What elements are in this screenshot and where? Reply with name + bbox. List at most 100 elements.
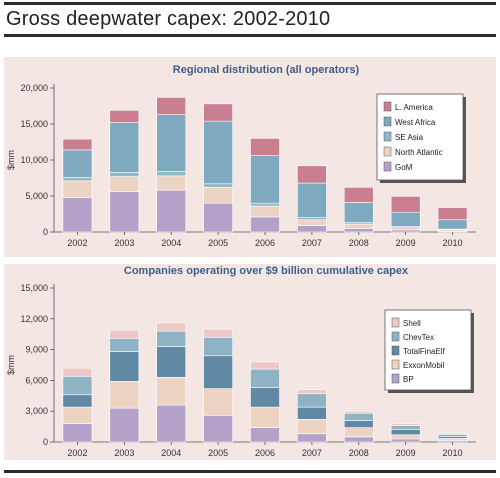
y-tick-label: 6,000 [25, 375, 48, 385]
x-tick-label: 2002 [67, 448, 87, 458]
bar-segment-bp-2009 [390, 438, 421, 443]
bar-segment-l-america-2007 [297, 165, 327, 184]
x-tick-label: 2008 [349, 448, 369, 458]
bar-segment-bp-2002 [62, 423, 93, 443]
legend-box [384, 309, 472, 391]
regional-chart: Regional distribution (all operators) $mm… [4, 57, 496, 257]
bottom-rule [4, 470, 496, 473]
y-tick-label: 0 [43, 437, 48, 447]
y-tick-label: 3,000 [25, 406, 48, 416]
bar-segment-west-africa-2004 [156, 114, 187, 172]
y-tick-label: 15,000 [20, 283, 48, 293]
bar-segment-exxonmobil-2005 [203, 388, 233, 416]
bar-segment-chevtex-2002 [62, 375, 93, 396]
bar-segment-north-atlantic-2008 [343, 223, 374, 229]
bar-segment-totalfinaelf-2009 [390, 429, 421, 436]
bar-segment-se-asia-2006 [250, 202, 280, 207]
x-tick-label: 2007 [302, 238, 322, 248]
bar-segment-north-atlantic-2007 [297, 219, 327, 226]
bar-segment-gom-2006 [250, 216, 280, 233]
regional-chart-panel: Regional distribution (all operators) $mm… [4, 57, 496, 257]
legend-label-north-atlantic: North Atlantic [395, 148, 443, 157]
legend-swatch-se-asia [383, 131, 392, 142]
legend-label-west-africa: West Africa [395, 118, 436, 127]
x-tick-label: 2004 [161, 238, 181, 248]
y-tick-label: 0 [43, 227, 48, 237]
legend-label-bp: BP [403, 375, 414, 384]
bar-segment-totalfinaelf-2004 [156, 346, 187, 378]
bar-segment-exxonmobil-2009 [390, 434, 421, 440]
bar-segment-bp-2006 [250, 427, 280, 443]
bar-segment-se-asia-2007 [297, 217, 327, 221]
legend-label-exxonmobil: ExxonMobil [403, 361, 445, 370]
x-tick-label: 2006 [255, 448, 275, 458]
legend-swatch-north-atlantic [383, 146, 392, 157]
bar-segment-west-africa-2003 [109, 122, 140, 173]
x-tick-label: 2009 [396, 238, 416, 248]
bar-segment-west-africa-2002 [62, 149, 93, 178]
bar-segment-totalfinaelf-2005 [203, 355, 233, 389]
bar-segment-totalfinaelf-2006 [250, 387, 280, 408]
bar-segment-west-africa-2009 [390, 211, 421, 227]
legend-swatch-exxonmobil [391, 359, 400, 370]
y-tick-label: 5,000 [25, 191, 48, 201]
bar-segment-totalfinaelf-2010 [437, 436, 468, 439]
bar-segment-l-america-2010 [437, 207, 468, 221]
bar-segment-totalfinaelf-2002 [62, 394, 93, 408]
bar-segment-bp-2004 [156, 404, 187, 443]
x-tick-label: 2005 [208, 448, 228, 458]
bar-segment-north-atlantic-2005 [203, 187, 233, 204]
x-tick-label: 2006 [255, 238, 275, 248]
bar-segment-se-asia-2005 [203, 183, 233, 188]
y-axis-label: $mm [6, 355, 16, 375]
bar-segment-exxonmobil-2008 [343, 427, 374, 438]
y-tick-label: 10,000 [20, 155, 48, 165]
bar-segment-gom-2003 [109, 191, 140, 233]
legend-label-totalfinaelf: TotalFinaElf [403, 347, 446, 356]
chart-title: Regional distribution (all operators) [173, 64, 360, 76]
x-tick-label: 2007 [302, 448, 322, 458]
bar-segment-l-america-2004 [156, 97, 187, 115]
bar-segment-gom-2009 [390, 229, 421, 233]
bar-segment-chevtex-2010 [437, 434, 468, 437]
bar-segment-se-asia-2004 [156, 171, 187, 177]
y-tick-label: 12,000 [20, 314, 48, 324]
x-tick-label: 2010 [443, 448, 463, 458]
bar-segment-west-africa-2006 [250, 155, 280, 204]
bar-segment-totalfinaelf-2007 [297, 406, 327, 420]
bar-segment-chevtex-2004 [156, 330, 187, 347]
companies-chart-panel: Companies operating over $9 billion cumu… [4, 264, 496, 460]
bar-segment-chevtex-2007 [297, 393, 327, 408]
bar-segment-shell-2007 [297, 389, 327, 395]
companies-chart: Companies operating over $9 billion cumu… [4, 264, 496, 460]
legend-swatch-west-africa [383, 116, 392, 127]
title-rule [4, 34, 496, 37]
bar-segment-se-asia-2002 [62, 176, 93, 182]
bar-segment-se-asia-2003 [109, 171, 140, 177]
bar-segment-shell-2008 [343, 410, 374, 414]
bar-segment-west-africa-2007 [297, 182, 327, 218]
bar-segment-bp-2005 [203, 415, 233, 443]
bar-segment-bp-2008 [343, 436, 374, 443]
legend-swatch-chevtex [391, 331, 400, 342]
x-tick-label: 2008 [349, 238, 369, 248]
bar-segment-l-america-2002 [62, 138, 93, 151]
bar-segment-bp-2003 [109, 407, 140, 443]
legend-swatch-totalfinaelf [391, 345, 400, 356]
x-tick-label: 2010 [443, 238, 463, 248]
bar-segment-shell-2010 [437, 432, 468, 435]
y-axis-label: $mm [6, 150, 16, 170]
bar-segment-totalfinaelf-2003 [109, 351, 140, 382]
bar-segment-north-atlantic-2006 [250, 205, 280, 218]
bar-segment-l-america-2009 [390, 196, 421, 213]
bar-segment-north-atlantic-2002 [62, 180, 93, 198]
bar-segment-exxonmobil-2007 [297, 419, 327, 435]
bar-segment-shell-2002 [62, 367, 93, 377]
bar-segment-exxonmobil-2003 [109, 381, 140, 409]
bar-segment-shell-2009 [390, 423, 421, 426]
x-tick-label: 2005 [208, 238, 228, 248]
bar-segment-gom-2007 [297, 225, 327, 233]
y-tick-label: 15,000 [20, 119, 48, 129]
y-tick-label: 20,000 [20, 83, 48, 93]
bar-segment-west-africa-2010 [437, 219, 468, 230]
